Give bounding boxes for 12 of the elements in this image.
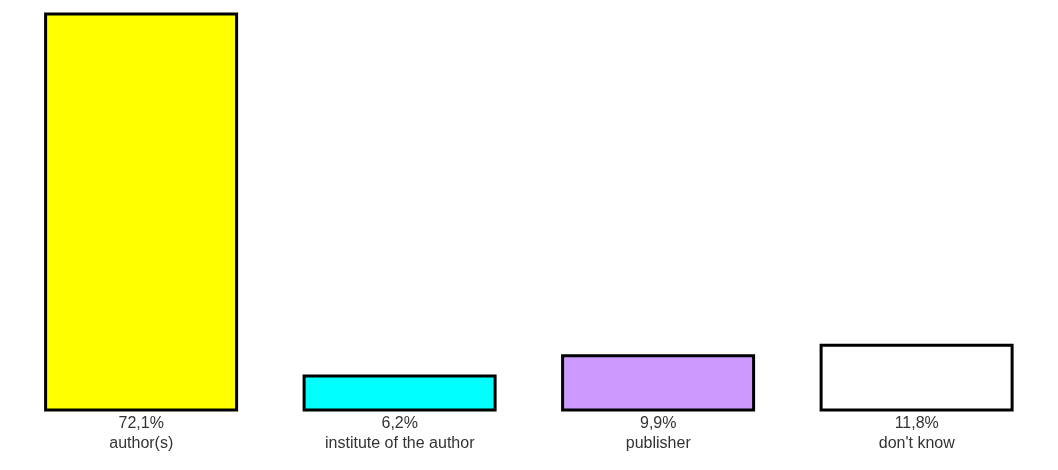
x-tick-label: don't know: [878, 434, 956, 451]
bar: [302, 374, 497, 412]
data-label: 6,2%: [381, 414, 418, 431]
bar: [561, 354, 756, 412]
bar: [44, 12, 239, 412]
x-tick-label: institute of the author: [325, 434, 476, 451]
x-tick-label: author(s): [109, 434, 174, 451]
x-tick-label: publisher: [625, 434, 692, 451]
bar: [819, 343, 1014, 412]
data-label: 11,8%: [894, 414, 939, 431]
data-label: 72,1%: [118, 414, 164, 431]
data-label: 9,9%: [640, 414, 677, 431]
